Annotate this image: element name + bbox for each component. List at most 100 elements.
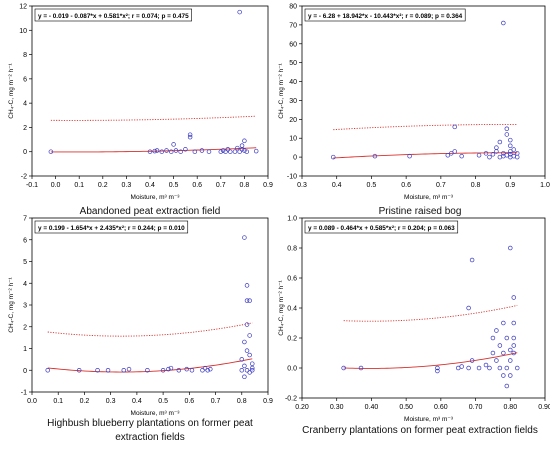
data-point	[187, 132, 193, 137]
y-tick-label: 60	[289, 41, 297, 48]
data-point	[237, 149, 242, 154]
x-tick-label: 0.80	[503, 404, 517, 411]
caption-3: Highbush blueberry plantations on former…	[47, 418, 253, 443]
y-axis-label: CH₄-C, mg m⁻² h⁻¹	[278, 279, 285, 335]
y-tick-label: 30	[289, 98, 297, 105]
data-point	[145, 368, 150, 373]
x-axis-label: Moisture, m³ m⁻³	[404, 194, 454, 201]
data-point	[449, 151, 454, 156]
x-tick-label: -0.1	[26, 182, 38, 189]
data-point	[494, 328, 499, 333]
data-point	[497, 139, 503, 145]
data-point	[164, 148, 169, 153]
data-point	[452, 149, 457, 154]
data-point	[184, 366, 189, 372]
prediction-band	[343, 305, 518, 322]
data-point	[242, 138, 247, 144]
data-point	[511, 320, 517, 326]
data-point	[218, 149, 224, 154]
data-point	[501, 20, 506, 26]
data-point	[490, 335, 496, 341]
data-point	[168, 149, 174, 154]
data-point	[511, 350, 517, 356]
data-point	[242, 374, 247, 380]
data-point	[244, 368, 250, 373]
x-tick-label: 0.6	[192, 182, 202, 189]
data-point	[459, 364, 464, 369]
x-tick-label: 0.2	[98, 182, 108, 189]
data-point	[511, 147, 517, 152]
prediction-band	[47, 322, 253, 337]
data-point	[372, 153, 378, 159]
data-point	[76, 368, 82, 373]
data-point	[121, 368, 127, 373]
x-tick-label: 0.90	[538, 404, 550, 411]
data-point	[244, 322, 250, 327]
data-point	[508, 137, 513, 143]
data-point	[247, 352, 252, 358]
data-point	[225, 147, 231, 152]
y-tick-label: 80	[289, 4, 297, 11]
data-point	[490, 350, 496, 356]
data-point	[497, 365, 503, 371]
data-point	[511, 335, 517, 341]
x-tick-label: 0.3	[122, 182, 132, 189]
data-point	[487, 365, 492, 371]
x-tick-label: 0.5	[367, 182, 377, 189]
y-tick-label: 0.4	[287, 306, 297, 313]
data-point	[168, 365, 174, 371]
x-axis-label: Moisture, m³ m⁻³	[131, 194, 181, 201]
x-tick-label: 0.1	[74, 182, 84, 189]
data-point	[192, 149, 198, 154]
y-axis-label: CH₄-C, mg m⁻² h⁻¹	[8, 276, 15, 332]
data-point	[504, 335, 510, 341]
x-tick-label: 0.7	[211, 398, 221, 405]
data-point	[435, 368, 440, 374]
x-tick-label: 0.5	[158, 398, 168, 405]
data-point	[483, 362, 489, 368]
x-tick-label: 0.7	[436, 182, 446, 189]
y-tick-label: 20	[289, 117, 297, 124]
x-tick-label: 0.4	[332, 182, 342, 189]
y-tick-label: -2	[21, 174, 27, 181]
data-point	[126, 366, 132, 372]
data-point	[105, 368, 111, 373]
x-tick-label: 0.0	[27, 398, 37, 405]
data-point	[176, 368, 182, 373]
data-point	[483, 151, 489, 156]
y-tick-label: 0.0	[287, 366, 297, 373]
data-point	[253, 148, 259, 154]
plot-frame	[31, 5, 269, 177]
data-point	[330, 154, 336, 160]
x-tick-label: 0.8	[471, 182, 481, 189]
y-tick-label: 0.8	[287, 246, 297, 253]
data-point	[171, 142, 176, 147]
data-point	[504, 126, 510, 132]
data-point	[445, 152, 451, 158]
data-point	[159, 149, 165, 154]
data-point	[244, 348, 250, 353]
chart-panel-1: -0.1 0.0 0.1 0.2 0.3 0.4 0.5 0.6 0.7 0.8 0.9 -2 0 2 4 6…	[8, 4, 273, 202]
data-point	[508, 143, 513, 149]
data-point	[247, 333, 252, 338]
x-tick-label: 0.4	[132, 398, 142, 405]
data-point	[508, 358, 513, 363]
plot-frame	[301, 5, 546, 177]
data-point	[466, 305, 471, 311]
data-point	[247, 298, 252, 303]
y-tick-label: 40	[289, 79, 297, 86]
data-point	[227, 149, 233, 154]
data-point	[358, 365, 364, 371]
data-point	[494, 358, 499, 363]
data-point	[183, 147, 188, 152]
data-point	[501, 320, 506, 326]
data-point	[239, 357, 245, 362]
prediction-band	[50, 115, 257, 121]
chart-panel-2: 0.3 0.4 0.5 0.6 0.7 0.8 0.9 1.0 -10 0 10 20 30 40 50 60…	[278, 4, 550, 202]
regression-line	[333, 152, 518, 159]
prediction-band	[333, 123, 518, 131]
data-point	[152, 148, 157, 154]
data-point	[250, 361, 255, 366]
data-point	[504, 132, 510, 137]
data-point	[178, 149, 183, 154]
